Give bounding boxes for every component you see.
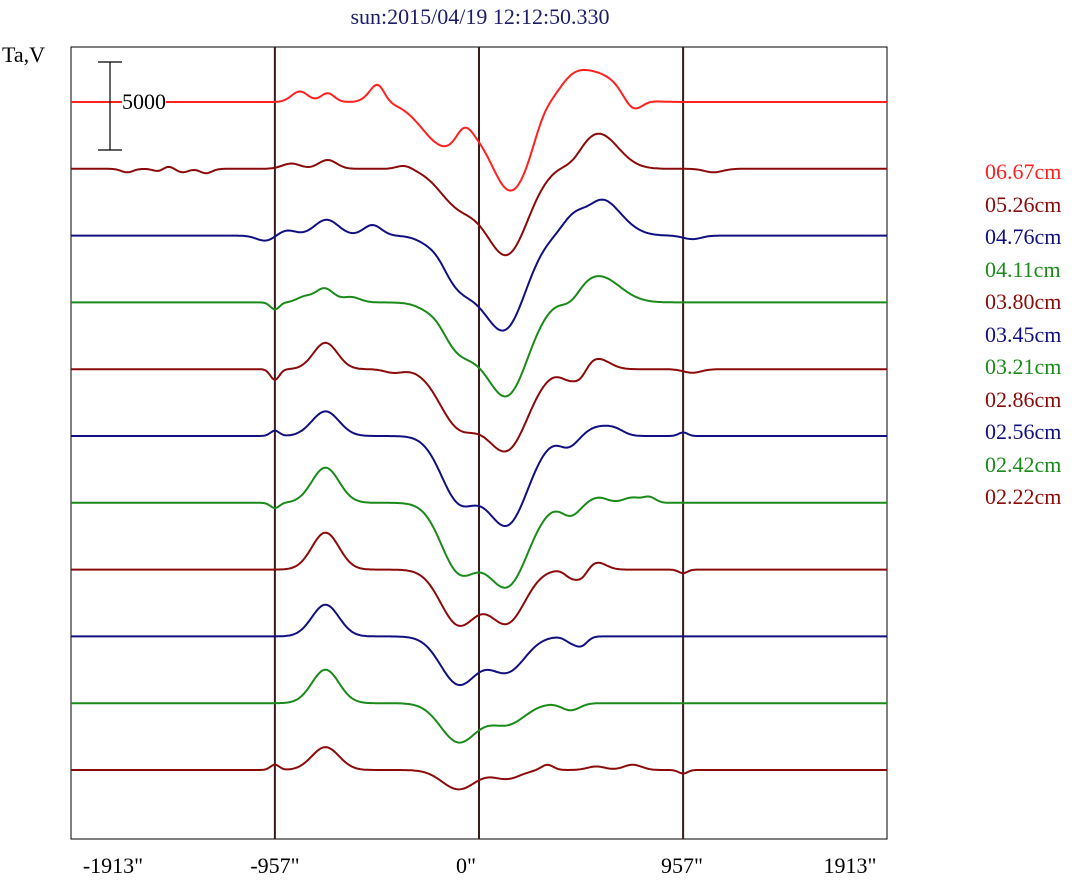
- legend-item: 02.42cm: [985, 451, 1062, 477]
- y-axis-label: Ta,V: [2, 42, 46, 67]
- x-tick-label: 957": [661, 853, 703, 878]
- series-line-03.21cm: [71, 466, 887, 589]
- legend-item: 05.26cm: [985, 191, 1062, 217]
- x-tick-label: -957": [250, 853, 300, 878]
- series-line-02.56cm: [71, 603, 887, 686]
- x-tick-label: -1913": [82, 853, 144, 878]
- series-line-02.42cm: [71, 668, 887, 744]
- legend-item: 03.80cm: [985, 289, 1062, 314]
- series-line-03.80cm: [71, 341, 887, 453]
- legend-item: 04.11cm: [985, 256, 1061, 282]
- legend-item: 04.76cm: [985, 224, 1062, 249]
- series-line-04.11cm: [71, 275, 887, 398]
- legend-item: 03.21cm: [985, 354, 1062, 379]
- series-line-02.86cm: [71, 531, 887, 627]
- x-tick-label: 1913": [823, 853, 877, 878]
- series-line-02.22cm: [71, 746, 887, 791]
- chart-title: sun:2015/04/19 12:12:50.330: [350, 4, 610, 29]
- scale-bar-label: 5000: [122, 89, 166, 114]
- legend-item: 03.45cm: [985, 321, 1062, 347]
- series-line-03.45cm: [71, 410, 887, 527]
- x-tick-label: 0": [456, 853, 476, 878]
- series-line-05.26cm: [71, 132, 887, 257]
- series-line-04.76cm: [71, 198, 887, 332]
- legend-item: 02.56cm: [985, 419, 1062, 444]
- legend-item: 02.22cm: [985, 484, 1062, 509]
- scale-bar: [98, 61, 122, 151]
- legend-item: 02.86cm: [985, 386, 1062, 412]
- series-line-06.67cm: [71, 68, 887, 192]
- legend-item: 06.67cm: [985, 159, 1062, 184]
